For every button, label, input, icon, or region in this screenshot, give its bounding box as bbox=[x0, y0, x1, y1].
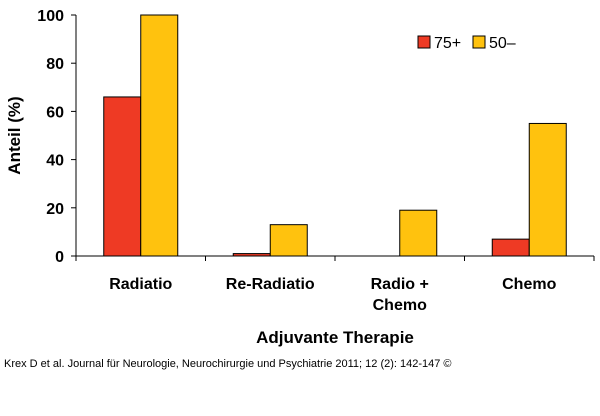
legend-label: 75+ bbox=[434, 35, 461, 52]
x-category-labels: Radiatio Re-Radiatio Radio + Chemo Chemo bbox=[75, 256, 595, 314]
legend-label: 50– bbox=[489, 35, 516, 52]
bar-series-50minus bbox=[528, 122, 567, 257]
bar-series-75plus bbox=[491, 238, 530, 257]
y-tick-label: 20 bbox=[46, 201, 64, 218]
x-category-label: Radio + bbox=[371, 276, 429, 293]
y-tick-label: 100 bbox=[37, 8, 64, 25]
x-category-label: Re-Radiatio bbox=[226, 276, 315, 293]
y-ticks-group: 0 20 40 60 80 100 bbox=[37, 8, 76, 266]
x-category-label: Chemo bbox=[373, 297, 427, 314]
x-category-label: Radiatio bbox=[109, 276, 172, 293]
bar-series-75plus bbox=[103, 96, 142, 257]
bar-series-50minus bbox=[399, 209, 438, 257]
y-axis-title: Anteil (%) bbox=[5, 96, 24, 174]
bars-group bbox=[103, 14, 567, 257]
legend-swatch bbox=[417, 35, 431, 49]
bar-series-50minus bbox=[269, 224, 308, 257]
y-tick-label: 40 bbox=[46, 153, 64, 170]
bar-series-50minus bbox=[140, 14, 179, 257]
y-tick-label: 80 bbox=[46, 56, 64, 73]
legend-swatch bbox=[472, 35, 486, 49]
x-category-label: Chemo bbox=[502, 276, 556, 293]
x-axis-title: Adjuvante Therapie bbox=[256, 328, 414, 347]
y-tick-label: 60 bbox=[46, 104, 64, 121]
legend: 75+ 50– bbox=[417, 35, 516, 52]
bar-chart: 0 20 40 60 80 100 Radiatio Re-Radiatio Radio + C… bbox=[5, 8, 595, 347]
y-tick-label: 0 bbox=[55, 249, 64, 266]
citation: Krex D et al. Journal für Neurologie, Ne… bbox=[4, 358, 452, 370]
